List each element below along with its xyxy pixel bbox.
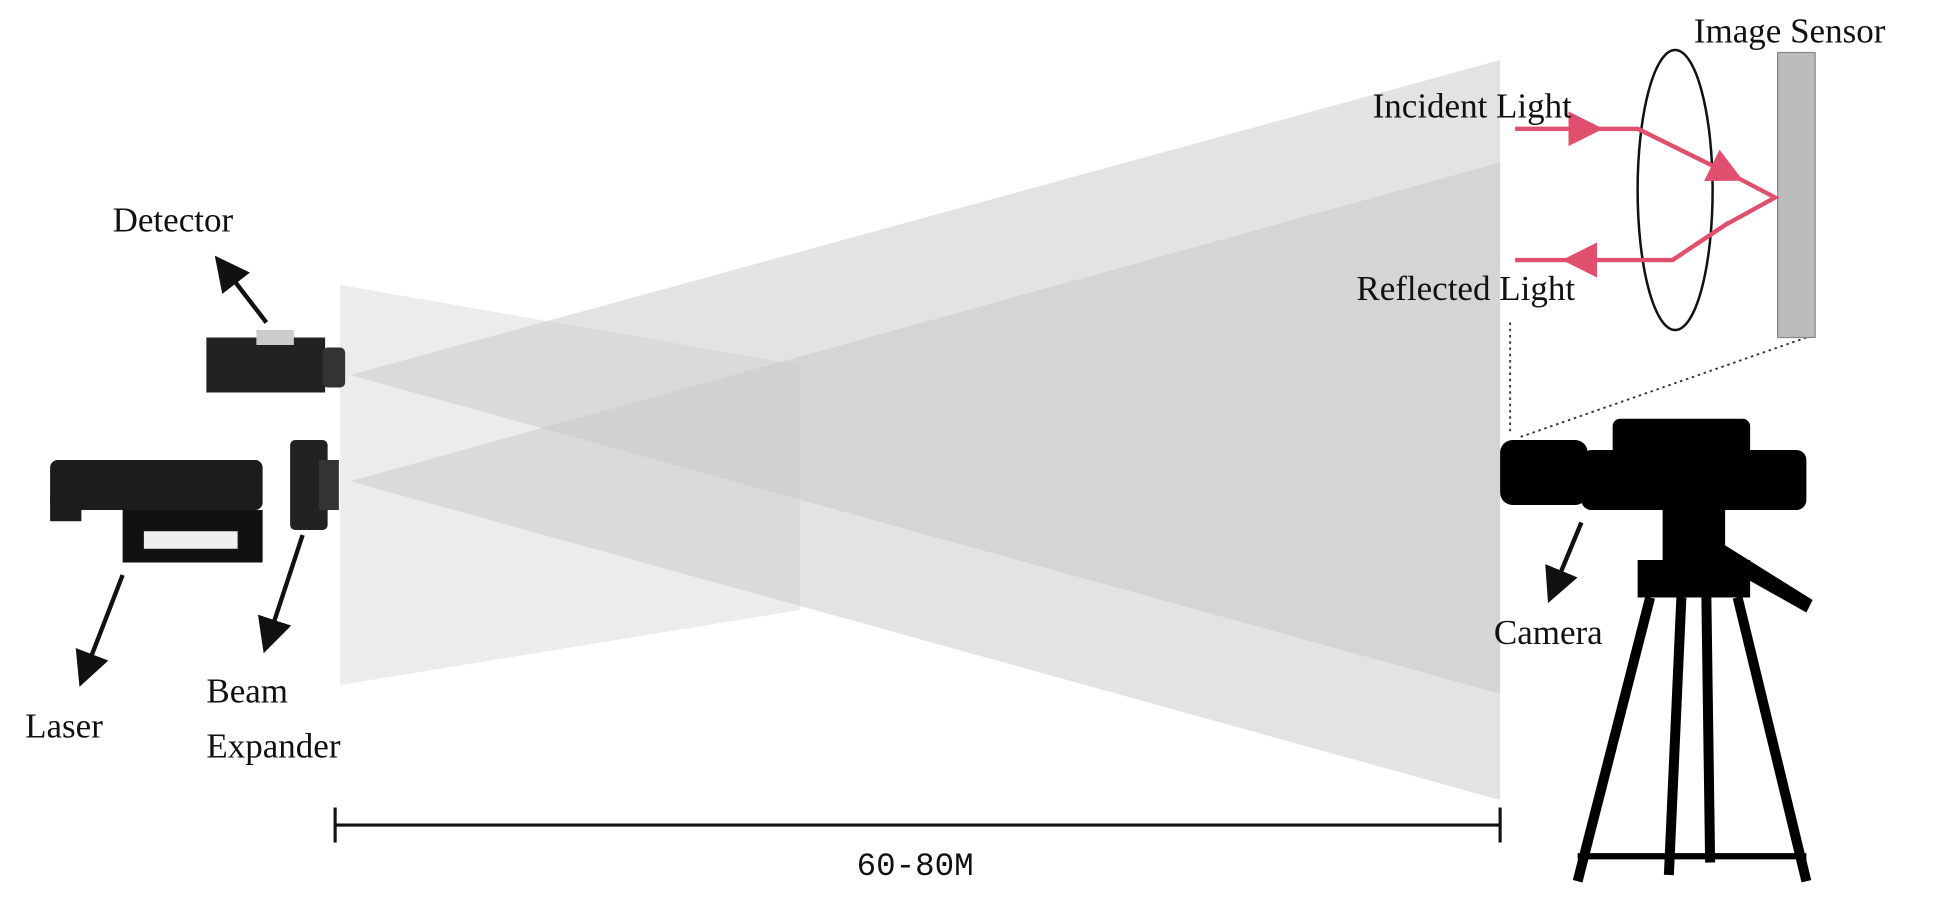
pointer-arrows [75, 255, 1584, 687]
zoom-line [1518, 336, 1807, 439]
arrow [214, 255, 269, 324]
camera [1500, 418, 1813, 613]
laser-grip [50, 493, 82, 522]
laser-plate [143, 531, 238, 549]
distance-label: 60-80M [857, 848, 974, 885]
detector-label [256, 330, 294, 345]
label: Camera [1494, 613, 1603, 652]
detector-body [206, 337, 326, 393]
incident-ray [1585, 126, 1744, 182]
lens [1636, 48, 1714, 332]
arrow [257, 534, 305, 654]
distance-bar [333, 807, 1502, 843]
tripod-leg [1732, 596, 1812, 883]
label: Reflected Light [1356, 269, 1575, 308]
beam-expander [350, 162, 1501, 800]
arrow [75, 574, 125, 687]
label: Image Sensor [1694, 12, 1886, 51]
detector-lens [322, 347, 346, 388]
reflection [1724, 169, 1780, 227]
beams [340, 60, 1501, 800]
image-sensor [1777, 51, 1816, 339]
optics [1509, 48, 1816, 439]
reflected-ray [1562, 220, 1731, 278]
label: Incident Light [1373, 87, 1573, 126]
tripod-top [1637, 560, 1751, 598]
label: Expander [206, 727, 340, 766]
light-path [1515, 111, 1780, 278]
camera-lens [1500, 440, 1588, 505]
tripod [1572, 596, 1812, 883]
laser-body [50, 460, 263, 510]
label: Detector [113, 200, 234, 239]
tripod-leg [1663, 597, 1687, 876]
beam-expander-device [290, 440, 328, 530]
label: Beam [206, 672, 288, 711]
label: Laser [25, 707, 103, 746]
beam-expander-lens [318, 460, 339, 510]
devices [50, 330, 346, 563]
camera-top [1612, 418, 1751, 457]
arrow [1545, 521, 1584, 604]
pan-handle [1706, 537, 1813, 613]
tripod-leg [1572, 596, 1655, 883]
tripod-leg [1701, 597, 1716, 863]
camera-body [1581, 450, 1807, 510]
